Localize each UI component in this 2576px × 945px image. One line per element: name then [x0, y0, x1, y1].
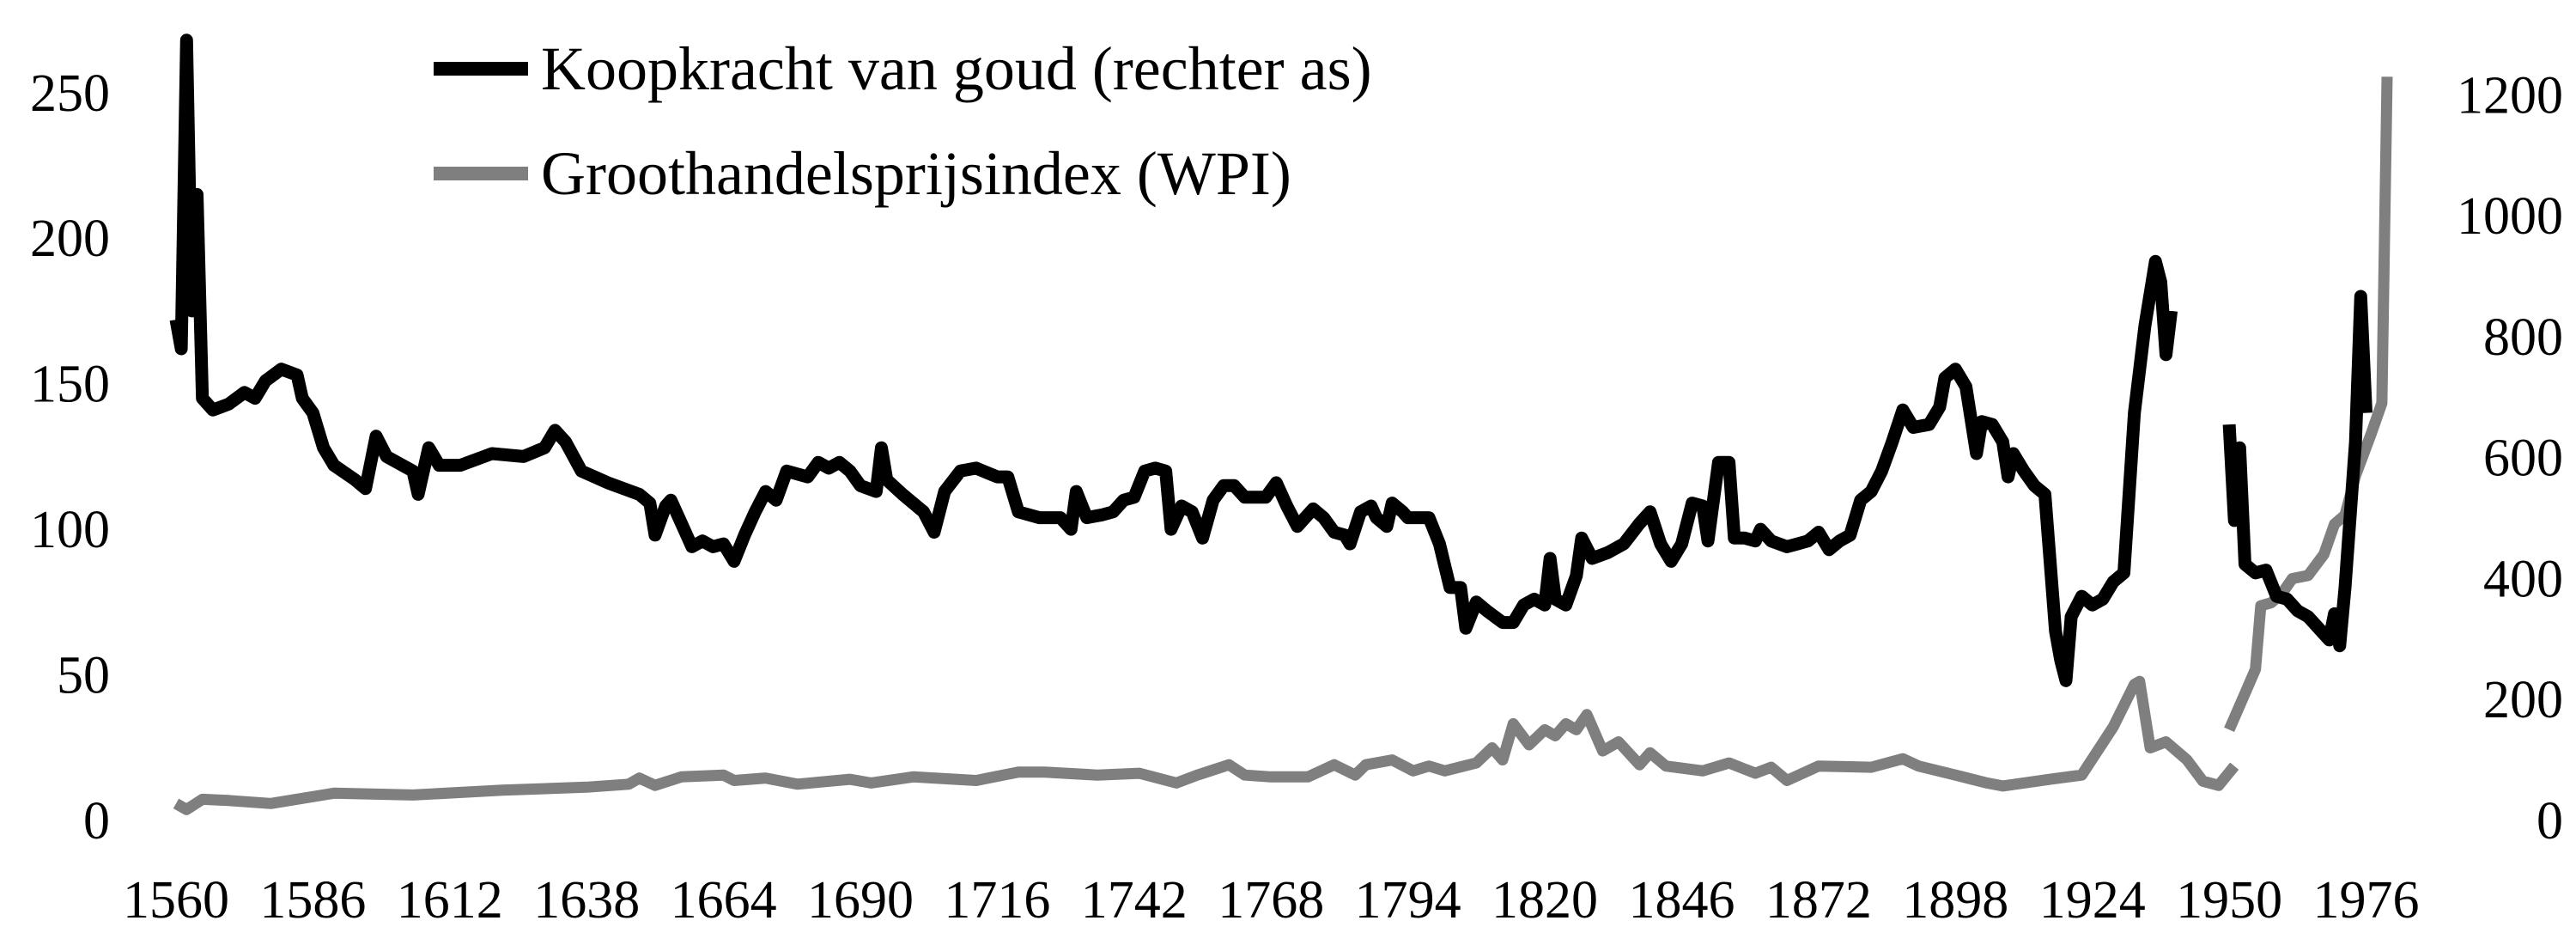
left-tick-label-50: 50 — [57, 647, 110, 705]
left-tick-label-150: 150 — [30, 356, 110, 414]
left-tick-label-250: 250 — [30, 64, 110, 123]
right-tick-label-1200: 1200 — [2457, 66, 2563, 125]
x-tick-label-1846: 1846 — [1629, 871, 1735, 930]
right-tick-label-600: 600 — [2483, 430, 2563, 488]
right-axis-tick-labels: 0 200 400 600 800 1000 1200 — [2457, 66, 2563, 850]
x-tick-label-1742: 1742 — [1081, 871, 1188, 930]
x-tick-label-1716: 1716 — [944, 871, 1050, 930]
legend-label-gold: Koopkracht van goud (rechter as) — [541, 34, 1372, 103]
legend-label-wpi: Groothandelsprijsindex (WPI) — [541, 139, 1291, 208]
right-tick-label-0: 0 — [2537, 792, 2563, 850]
x-tick-label-1586: 1586 — [259, 871, 366, 930]
x-tick-label-1794: 1794 — [1355, 871, 1461, 930]
right-tick-label-400: 400 — [2483, 551, 2563, 609]
right-tick-label-1000: 1000 — [2457, 187, 2563, 246]
x-tick-label-1768: 1768 — [1218, 871, 1324, 930]
x-tick-label-1898: 1898 — [1902, 871, 2008, 930]
x-tick-label-1976: 1976 — [2313, 871, 2420, 930]
x-tick-label-1820: 1820 — [1492, 871, 1598, 930]
x-tick-label-1690: 1690 — [807, 871, 914, 930]
left-tick-label-200: 200 — [30, 210, 110, 268]
x-tick-label-1664: 1664 — [671, 871, 777, 930]
x-tick-label-1872: 1872 — [1765, 871, 1872, 930]
left-tick-label-0: 0 — [83, 792, 110, 850]
left-axis-tick-labels: 0 50 100 150 200 250 — [30, 64, 110, 850]
wpi-line-segment-2 — [2224, 76, 2393, 732]
x-tick-label-1950: 1950 — [2176, 871, 2282, 930]
x-tick-label-1612: 1612 — [397, 871, 503, 930]
left-tick-label-100: 100 — [30, 501, 110, 559]
x-tick-label-1924: 1924 — [2039, 871, 2146, 930]
x-axis-tick-labels: 1560 1586 1612 1638 1664 1690 1716 1742 1768 1794… — [123, 871, 2420, 930]
legend: Koopkracht van goud (rechter as) Grootha… — [434, 34, 1372, 208]
right-tick-label-800: 800 — [2483, 308, 2563, 367]
gold-purchasing-power-line-segment-2 — [2222, 290, 2372, 653]
x-tick-label-1638: 1638 — [533, 871, 640, 930]
series-lines — [169, 34, 2393, 815]
wpi-line-segment-1 — [173, 675, 2239, 815]
gold-purchasing-power-line-segment-1 — [169, 34, 2178, 687]
right-tick-label-200: 200 — [2483, 671, 2563, 729]
x-tick-label-1560: 1560 — [123, 871, 229, 930]
